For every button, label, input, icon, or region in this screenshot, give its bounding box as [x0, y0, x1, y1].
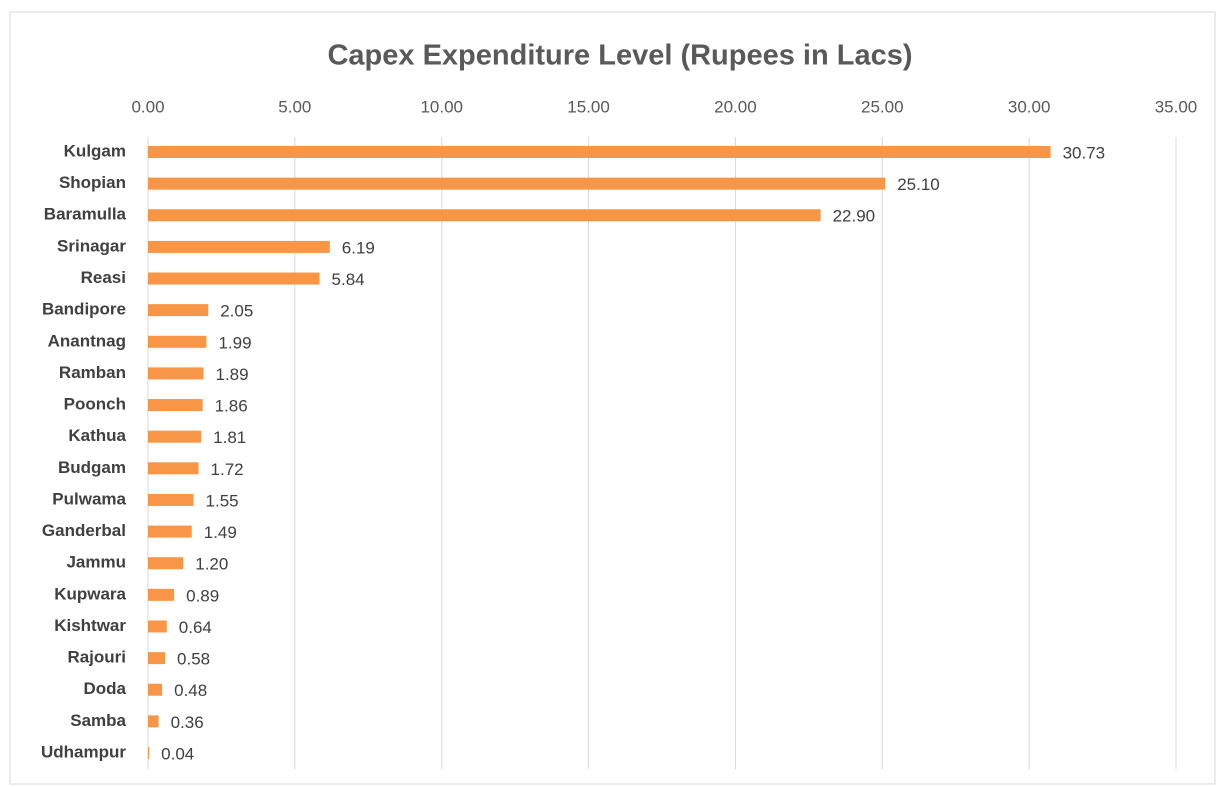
x-tick-label: 0.00: [131, 97, 164, 116]
value-label: 0.64: [179, 618, 212, 637]
y-tick-label: Ramban: [59, 363, 126, 382]
y-tick-label: Kulgam: [64, 141, 126, 160]
bar: [148, 304, 209, 317]
value-label: 2.05: [220, 302, 253, 321]
bar: [148, 240, 330, 253]
value-label: 1.72: [211, 460, 244, 479]
bar: [148, 209, 821, 222]
bar: [148, 493, 194, 506]
value-label: 1.49: [204, 523, 237, 542]
y-tick-label: Reasi: [81, 268, 126, 287]
chart-title: Capex Expenditure Level (Rupees in Lacs): [327, 40, 912, 72]
x-tick-label: 35.00: [1155, 97, 1198, 116]
value-label: 0.48: [174, 681, 207, 700]
bar: [148, 430, 202, 443]
value-label: 6.19: [342, 238, 375, 257]
bar: [148, 652, 166, 665]
value-label: 1.99: [218, 333, 251, 352]
y-tick-label: Shopian: [59, 173, 126, 192]
bar: [148, 367, 204, 380]
value-label: 22.90: [833, 207, 876, 226]
y-tick-label: Kishtwar: [54, 616, 126, 635]
y-tick-label: Rajouri: [67, 648, 126, 667]
bar: [148, 272, 320, 285]
value-label: 5.84: [332, 270, 365, 289]
y-tick-label: Ganderbal: [42, 521, 126, 540]
y-tick-label: Bandipore: [42, 300, 126, 319]
value-label: 0.36: [171, 713, 204, 732]
bar: [148, 525, 192, 538]
y-tick-label: Udhampur: [41, 742, 126, 761]
x-tick-label: 5.00: [278, 97, 311, 116]
bar: [148, 747, 150, 759]
bar: [148, 715, 159, 728]
y-tick-label: Budgam: [58, 458, 126, 477]
value-label: 1.20: [195, 555, 228, 574]
y-tick-label: Srinagar: [57, 236, 126, 255]
value-label: 1.55: [206, 491, 239, 510]
x-tick-label: 15.00: [567, 97, 610, 116]
x-tick-label: 30.00: [1008, 97, 1051, 116]
value-label: 0.89: [186, 586, 219, 605]
bar: [148, 177, 886, 190]
y-tick-label: Pulwama: [52, 489, 126, 508]
y-tick-label: Poonch: [64, 395, 126, 414]
y-tick-label: Kupwara: [54, 584, 126, 603]
bar: [148, 620, 167, 633]
value-label: 1.81: [213, 428, 246, 447]
bar: [148, 462, 199, 475]
y-tick-label: Doda: [84, 679, 127, 698]
value-label: 0.04: [161, 744, 194, 763]
y-tick-label: Kathua: [68, 426, 126, 445]
value-label: 1.86: [215, 397, 248, 416]
y-tick-label: Jammu: [66, 553, 126, 572]
value-label: 30.73: [1063, 143, 1106, 162]
x-tick-label: 10.00: [420, 97, 463, 116]
x-tick-label: 20.00: [714, 97, 757, 116]
y-tick-label: Baramulla: [44, 205, 127, 224]
y-tick-label: Anantnag: [48, 331, 126, 350]
y-tick-label: Samba: [70, 711, 126, 730]
bar: [148, 588, 175, 601]
bar: [148, 557, 184, 570]
value-label: 0.58: [177, 650, 210, 669]
value-label: 1.89: [216, 365, 249, 384]
chart-frame: [9, 11, 1216, 785]
bar: [148, 683, 163, 696]
x-tick-label: 25.00: [861, 97, 904, 116]
bar: [148, 146, 1051, 158]
bar: [148, 335, 207, 348]
bar: [148, 399, 203, 412]
value-label: 25.10: [897, 175, 940, 194]
